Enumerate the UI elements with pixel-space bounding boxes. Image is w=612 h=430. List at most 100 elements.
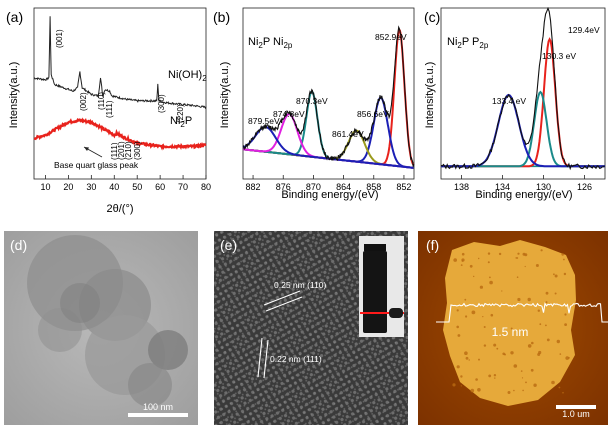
afm-pore bbox=[483, 326, 486, 328]
panel-b: (b) Intensity(a.u.) Binding energy/(eV) … bbox=[213, 7, 415, 201]
panel-c-curves bbox=[440, 6, 605, 171]
panel-a-ylabel: Intensity(a.u.) bbox=[8, 62, 20, 129]
panel-b-label: (b) bbox=[213, 9, 230, 25]
afm-pore bbox=[493, 374, 497, 377]
afm-pore bbox=[533, 383, 537, 387]
afm-pore bbox=[456, 325, 460, 329]
peak-label-002: (002) bbox=[79, 92, 88, 111]
measured-spectrum bbox=[242, 25, 415, 167]
x-tick-label: 130 bbox=[536, 182, 551, 192]
particle bbox=[128, 363, 172, 407]
afm-pore bbox=[535, 264, 539, 267]
afm-pore bbox=[559, 353, 562, 355]
afm-pore bbox=[554, 274, 558, 278]
panel-a-xlabel: 2θ/(°) bbox=[106, 203, 133, 215]
scale-label: 100 nm bbox=[143, 402, 173, 412]
afm-pore bbox=[558, 386, 561, 389]
peak-label-874-8: 874.8eV bbox=[273, 109, 305, 119]
afm-pore bbox=[524, 253, 528, 257]
afm-pore bbox=[460, 385, 462, 387]
afm-pore bbox=[471, 310, 476, 315]
afm-pore bbox=[488, 374, 492, 378]
afm-pore bbox=[464, 351, 468, 356]
afm-pore bbox=[490, 313, 494, 317]
afm-pore bbox=[496, 347, 499, 350]
afm-pore bbox=[510, 351, 514, 355]
afm-pore bbox=[525, 381, 527, 384]
afm-flake-texture bbox=[452, 249, 570, 394]
panel-d-label: (d) bbox=[10, 237, 27, 253]
afm-pore bbox=[453, 258, 458, 262]
afm-pore bbox=[568, 357, 570, 359]
afm-pore bbox=[498, 252, 502, 256]
afm-pore bbox=[468, 359, 470, 361]
afm-pore bbox=[564, 323, 567, 326]
peak-label-133-4: 133.4 eV bbox=[492, 96, 526, 106]
afm-pore bbox=[562, 391, 564, 394]
afm-pore bbox=[465, 315, 468, 318]
x-tick-label: 60 bbox=[155, 182, 165, 192]
peak-label-130-3: 130.3 eV bbox=[542, 51, 576, 61]
panel-c-label: (c) bbox=[424, 9, 440, 25]
afm-pore bbox=[494, 377, 496, 379]
height-label: 1.5 nm bbox=[492, 325, 529, 339]
peak-label-300-bottom: (300) bbox=[133, 141, 142, 160]
fit-peak-861-4-- bbox=[242, 129, 414, 169]
afm-pore bbox=[531, 341, 534, 345]
fit-peak-852-9-- bbox=[242, 28, 415, 166]
afm-pore bbox=[479, 285, 483, 289]
afm-pore bbox=[501, 290, 503, 292]
panel-c: (c) Intensity(a.u.) Binding energy/(eV) … bbox=[424, 6, 606, 201]
afm-pore bbox=[477, 388, 481, 392]
afm-pore bbox=[561, 253, 564, 256]
peak-label-856-6: 856.6eV bbox=[357, 109, 389, 119]
lattice-line bbox=[257, 337, 263, 378]
x-tick-label: 40 bbox=[109, 182, 119, 192]
afm-pore bbox=[520, 370, 523, 372]
x-tick-label: 20 bbox=[63, 182, 73, 192]
panel-c-xlabel: Binding energy/(eV) bbox=[475, 189, 572, 201]
x-tick-label: 80 bbox=[201, 182, 211, 192]
afm-pore bbox=[517, 252, 520, 255]
peak-label-300-top: (300) bbox=[157, 94, 166, 113]
afm-pore bbox=[478, 257, 480, 260]
lattice-line bbox=[265, 296, 303, 312]
panel-a-x-ticks: 10 20 30 40 50 60 70 80 bbox=[40, 175, 211, 192]
afm-scale-label: 1.0 um bbox=[562, 409, 590, 419]
peak-label-210: (210) bbox=[124, 141, 133, 160]
afm-pore bbox=[521, 377, 524, 379]
fit-peak-879-5-- bbox=[242, 125, 414, 169]
afm-pore bbox=[563, 258, 565, 261]
panel-a-label: (a) bbox=[6, 9, 23, 25]
peak-label-852-9: 852.9eV bbox=[375, 32, 407, 42]
afm-pore bbox=[551, 380, 555, 385]
panel-b-xlabel: Binding energy/(eV) bbox=[281, 189, 378, 201]
panel-d: 100 nm (d) bbox=[4, 231, 198, 425]
series-label-ni2p: Ni2P bbox=[170, 115, 192, 129]
afm-pore bbox=[516, 257, 519, 259]
panel-a: (a) Intensity(a.u.) 2θ/(°) 10 20 30 40 50 60 7… bbox=[6, 7, 211, 215]
vial-body bbox=[363, 251, 387, 333]
afm-pore bbox=[483, 344, 487, 347]
peak-label-111-bottom: (111) bbox=[110, 142, 119, 160]
afm-pore bbox=[489, 276, 491, 279]
panel-b-frame bbox=[242, 7, 415, 180]
laser-pointer bbox=[389, 308, 403, 318]
annotation-arrowhead bbox=[84, 147, 89, 151]
afm-pore bbox=[487, 261, 490, 264]
afm-pore bbox=[482, 316, 484, 318]
afm-pore bbox=[540, 249, 543, 252]
x-tick-label: 70 bbox=[178, 182, 188, 192]
afm-pore bbox=[563, 272, 567, 276]
panel-f: 1.5 nm 1.0 um (f) bbox=[418, 231, 608, 425]
afm-pore bbox=[461, 260, 464, 262]
afm-pore bbox=[564, 313, 567, 316]
afm-pore bbox=[513, 389, 515, 392]
afm-pore bbox=[556, 339, 560, 344]
x-tick-label: 134 bbox=[495, 182, 510, 192]
afm-pore bbox=[457, 334, 461, 337]
x-tick-label: 870 bbox=[306, 182, 321, 192]
afm-pore bbox=[461, 252, 465, 256]
peak-label-001: (001) bbox=[55, 29, 64, 48]
